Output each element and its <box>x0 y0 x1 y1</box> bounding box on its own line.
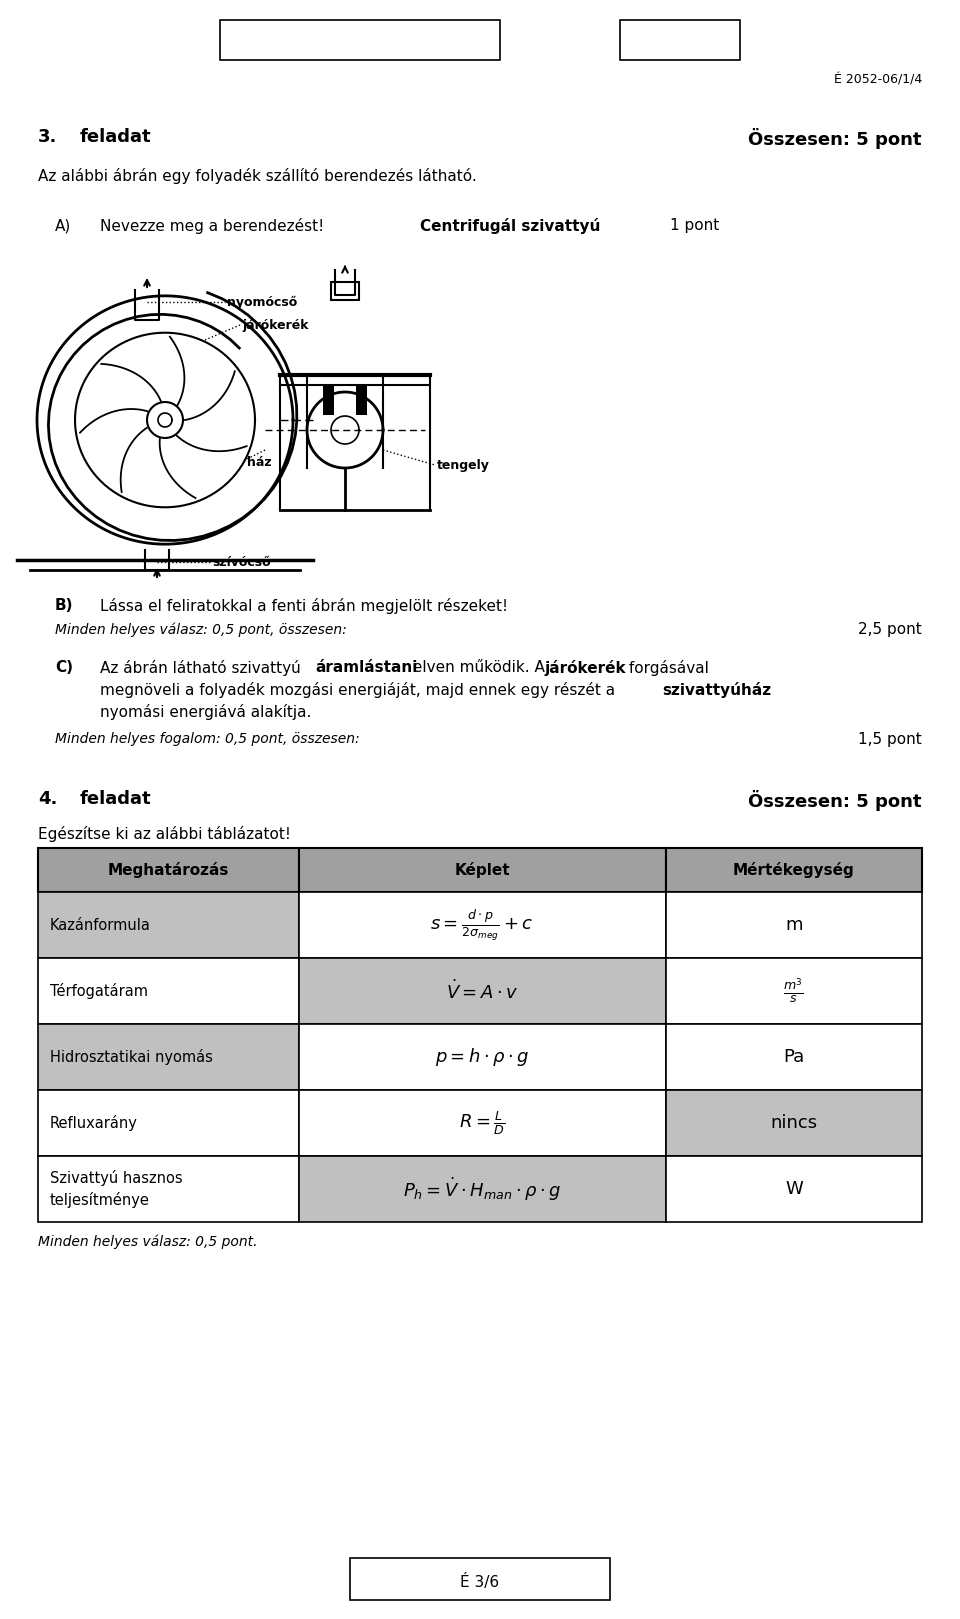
Text: Nevezze meg a berendezést!: Nevezze meg a berendezést! <box>100 219 324 235</box>
Bar <box>665 1156 922 1222</box>
Bar <box>38 1090 299 1156</box>
Text: W: W <box>785 1180 803 1198</box>
Text: Pa: Pa <box>783 1047 804 1065</box>
Text: 2,5 pont: 2,5 pont <box>858 622 922 636</box>
Text: Az alábbi ábrán egy folyadék szállító berendezés látható.: Az alábbi ábrán egy folyadék szállító be… <box>38 168 477 185</box>
Text: Centrifugál szivattyú: Centrifugál szivattyú <box>420 219 600 235</box>
Text: 4.: 4. <box>38 790 58 808</box>
Text: Szivattyú hasznos
teljesítménye: Szivattyú hasznos teljesítménye <box>50 1171 182 1208</box>
Text: nyomási energiává alakítja.: nyomási energiává alakítja. <box>100 704 311 720</box>
Bar <box>299 958 665 1023</box>
Text: É 3/6: É 3/6 <box>461 1574 499 1590</box>
Text: Hidrosztatikai nyomás: Hidrosztatikai nyomás <box>50 1049 213 1065</box>
Text: Minden helyes fogalom: 0,5 pont, összesen:: Minden helyes fogalom: 0,5 pont, összese… <box>55 732 360 746</box>
Text: $\frac{m^3}{s}$: $\frac{m^3}{s}$ <box>783 976 804 1005</box>
Text: Mértékegység: Mértékegység <box>732 861 854 877</box>
Bar <box>299 1090 665 1156</box>
Bar <box>665 1023 922 1090</box>
Text: Egészítse ki az alábbi táblázatot!: Egészítse ki az alábbi táblázatot! <box>38 826 291 842</box>
Text: feladat: feladat <box>80 790 152 808</box>
Text: Lássa el feliratokkal a fenti ábrán megjelölt részeket!: Lássa el feliratokkal a fenti ábrán megj… <box>100 597 508 614</box>
Text: A): A) <box>55 219 71 233</box>
Text: Térfogatáram: Térfogatáram <box>50 983 148 999</box>
Text: Minden helyes válasz: 0,5 pont, összesen:: Minden helyes válasz: 0,5 pont, összesen… <box>55 622 347 636</box>
Bar <box>356 385 367 414</box>
Bar <box>331 282 359 300</box>
Text: forgásával: forgásával <box>624 661 708 677</box>
Text: feladat: feladat <box>80 128 152 146</box>
Bar <box>299 1156 665 1222</box>
Text: járókerék: járókerék <box>242 319 308 332</box>
Text: $R = \frac{L}{D}$: $R = \frac{L}{D}$ <box>459 1109 505 1137</box>
Bar <box>38 1156 299 1222</box>
Text: 1,5 pont: 1,5 pont <box>858 732 922 746</box>
Bar <box>299 892 665 958</box>
Text: járókerék: járókerék <box>544 661 626 677</box>
Bar <box>665 1090 922 1156</box>
Bar <box>299 1023 665 1090</box>
Text: elven működik. A: elven működik. A <box>408 661 550 675</box>
Text: $P_h = \dot{V} \cdot H_{man} \cdot \rho \cdot g$: $P_h = \dot{V} \cdot H_{man} \cdot \rho … <box>403 1175 562 1203</box>
Text: nincs: nincs <box>770 1114 817 1132</box>
Text: Refluxarány: Refluxarány <box>50 1115 138 1132</box>
Text: Meghatározás: Meghatározás <box>108 861 229 877</box>
Bar <box>38 892 299 958</box>
Bar <box>38 848 299 892</box>
Text: $p = h \cdot \rho \cdot g$: $p = h \cdot \rho \cdot g$ <box>435 1046 530 1069</box>
Bar <box>620 19 740 60</box>
Bar <box>220 19 500 60</box>
Text: nyomócső: nyomócső <box>227 295 298 309</box>
Text: Összesen: 5 pont: Összesen: 5 pont <box>749 790 922 811</box>
Bar <box>665 892 922 958</box>
Text: C): C) <box>55 661 73 675</box>
Text: Minden helyes válasz: 0,5 pont.: Minden helyes válasz: 0,5 pont. <box>38 1234 257 1248</box>
Text: 1 pont: 1 pont <box>670 219 719 233</box>
Text: $\dot{V} = A \cdot v$: $\dot{V} = A \cdot v$ <box>446 979 518 1002</box>
Text: szívócső: szívócső <box>212 555 271 568</box>
Bar <box>323 385 334 414</box>
Bar <box>299 848 665 892</box>
Bar <box>350 1557 610 1600</box>
Text: Az ábrán látható szivattyú: Az ábrán látható szivattyú <box>100 661 305 677</box>
Bar <box>38 1023 299 1090</box>
Bar <box>38 958 299 1023</box>
Text: $s = \frac{d \cdot p}{2\sigma_{meg}} + c$: $s = \frac{d \cdot p}{2\sigma_{meg}} + c… <box>430 907 534 942</box>
Bar <box>665 958 922 1023</box>
Bar <box>665 848 922 892</box>
Text: szivattyúház: szivattyúház <box>662 682 771 698</box>
Text: tengely: tengely <box>437 458 490 471</box>
Text: Képlet: Képlet <box>454 861 510 877</box>
Text: megnöveli a folyadék mozgási energiáját, majd ennek egy részét a: megnöveli a folyadék mozgási energiáját,… <box>100 682 620 698</box>
Text: Kazánformula: Kazánformula <box>50 918 151 933</box>
Text: áramlástani: áramlástani <box>315 661 418 675</box>
Text: ház: ház <box>247 455 272 468</box>
Text: Összesen: 5 pont: Összesen: 5 pont <box>749 128 922 149</box>
Text: B): B) <box>55 597 74 614</box>
Text: 3.: 3. <box>38 128 58 146</box>
Text: É 2052-06/1/4: É 2052-06/1/4 <box>833 73 922 86</box>
Text: m: m <box>785 916 803 934</box>
